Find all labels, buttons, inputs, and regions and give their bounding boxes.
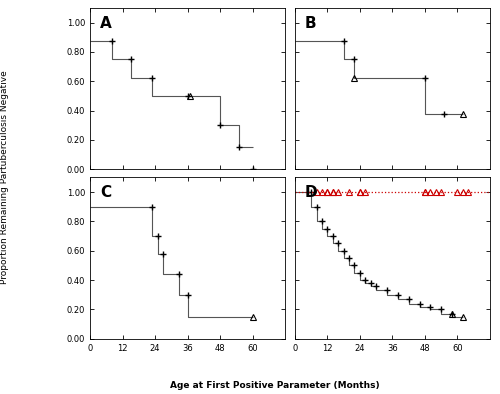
Text: D: D	[304, 186, 318, 201]
Text: A: A	[100, 16, 112, 31]
Text: Proportion Remaining Partuberculosis Negative: Proportion Remaining Partuberculosis Neg…	[0, 71, 10, 284]
Text: C: C	[100, 186, 111, 201]
Text: B: B	[304, 16, 316, 31]
Text: Age at First Positive Parameter (Months): Age at First Positive Parameter (Months)	[170, 381, 380, 390]
